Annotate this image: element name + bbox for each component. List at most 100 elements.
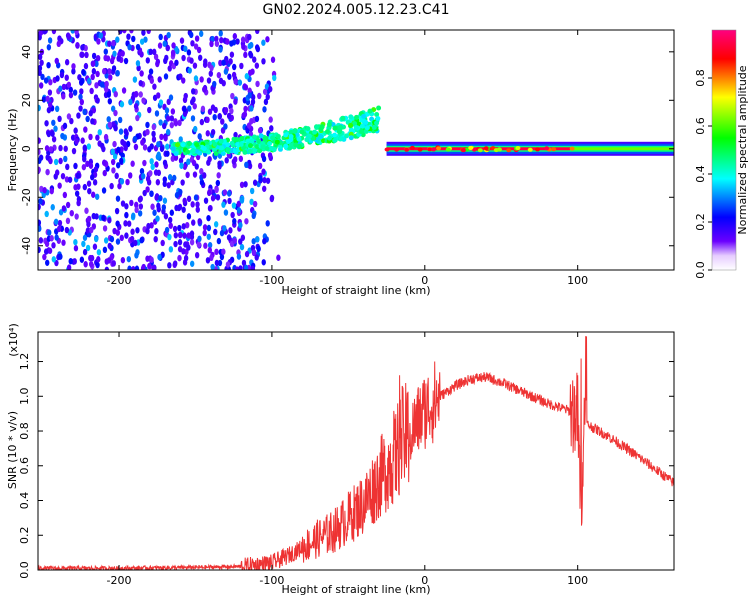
noise-mark [152,48,157,56]
noise-mark [150,163,155,171]
noise-mark [84,51,89,59]
noise-mark [60,132,65,140]
band-mark [219,145,225,151]
band-mark [317,134,323,140]
noise-mark [186,213,192,220]
band-mark [238,141,244,147]
noise-mark [138,203,144,210]
noise-mark [221,248,226,255]
noise-mark [65,163,70,171]
noise-mark [226,190,232,197]
noise-mark [254,62,260,69]
band-mark [320,138,326,144]
noise-mark [171,42,176,49]
noise-mark [250,94,256,101]
noise-mark [169,121,174,129]
spectrogram-x-tick-label: 100 [567,274,588,287]
band-mark [211,147,217,153]
noise-mark [223,68,229,75]
noise-mark [235,38,240,45]
noise-mark [82,183,88,191]
noise-mark [162,197,168,204]
band-mark [256,138,262,144]
noise-mark [261,155,267,163]
noise-mark [189,260,195,267]
carrier-mark [483,146,489,151]
noise-mark [129,30,134,34]
noise-mark [104,266,110,270]
noise-mark [38,246,41,254]
noise-mark [103,133,109,141]
carrier-mark [436,146,442,151]
noise-mark [261,185,267,192]
noise-mark [71,63,76,70]
noise-mark [207,108,213,115]
noise-mark [146,222,151,230]
noise-mark [218,46,223,53]
noise-mark [137,210,143,217]
noise-mark [88,110,93,117]
noise-mark [136,64,141,72]
noise-mark [192,103,197,110]
noise-mark [113,124,118,132]
noise-mark [99,81,105,88]
noise-mark [168,222,173,229]
band-mark [248,143,254,149]
noise-mark [229,51,235,58]
band-mark [185,149,191,155]
noise-mark [191,96,196,103]
noise-mark [182,96,188,104]
noise-mark [78,79,84,86]
noise-mark [142,144,148,151]
noise-mark [145,57,151,64]
band-mark [348,114,354,120]
noise-mark [109,182,114,190]
noise-mark [155,215,160,222]
noise-mark [83,62,89,70]
noise-mark [169,209,175,216]
noise-mark [54,234,59,241]
noise-mark [113,109,118,117]
noise-mark [94,82,99,89]
band-mark [242,149,248,155]
noise-mark [225,261,231,268]
noise-mark [104,258,109,265]
noise-mark [74,30,79,35]
band-mark [229,140,235,146]
carrier-mark [468,145,474,150]
noise-mark [261,259,266,266]
noise-mark [210,263,215,270]
noise-mark [115,229,121,236]
band-mark [206,149,212,155]
noise-mark [182,232,187,239]
snr-y-tick-label: 0.4 [18,492,31,510]
noise-mark [131,266,136,270]
noise-mark [39,185,44,193]
noise-mark [104,86,109,93]
noise-mark [79,98,85,106]
snr-x-tick-label: 100 [567,574,588,587]
noise-mark [233,98,238,105]
noise-mark [46,44,52,51]
band-mark [260,144,266,150]
band-mark [359,129,365,135]
noise-mark [45,259,50,266]
noise-mark [173,120,179,127]
noise-mark [61,83,67,91]
band-mark [199,144,205,150]
noise-mark [47,89,53,96]
noise-mark [206,77,212,84]
noise-mark [206,214,211,222]
noise-mark [193,43,199,50]
noise-mark [256,245,261,253]
noise-mark [255,30,260,35]
band-mark [225,142,231,148]
noise-mark [269,125,274,132]
noise-mark [209,254,214,262]
noise-mark [116,55,121,62]
noise-mark [91,191,96,198]
noise-mark [58,157,63,165]
noise-mark [105,55,111,62]
noise-mark [193,125,198,133]
noise-mark [66,264,72,270]
